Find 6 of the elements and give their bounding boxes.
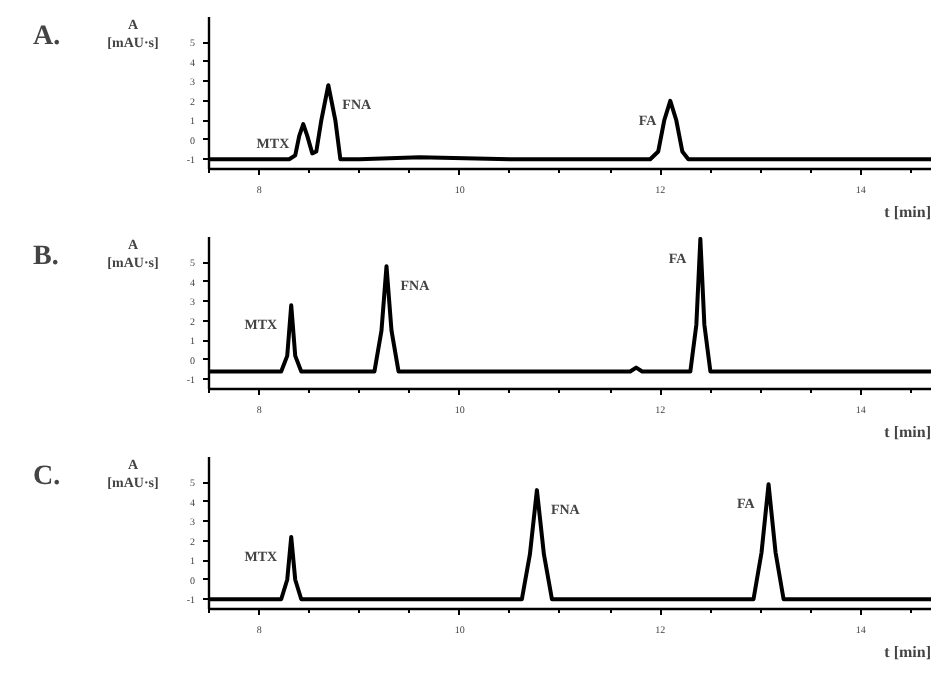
chart-title: B. (33, 241, 59, 272)
x-axis-title: t [min] (884, 423, 932, 441)
x-axis-title: t [min] (884, 203, 932, 221)
chart-title: C. (33, 461, 61, 492)
chart-title: A. (33, 21, 61, 52)
x-axis-title: t [min] (884, 643, 932, 661)
